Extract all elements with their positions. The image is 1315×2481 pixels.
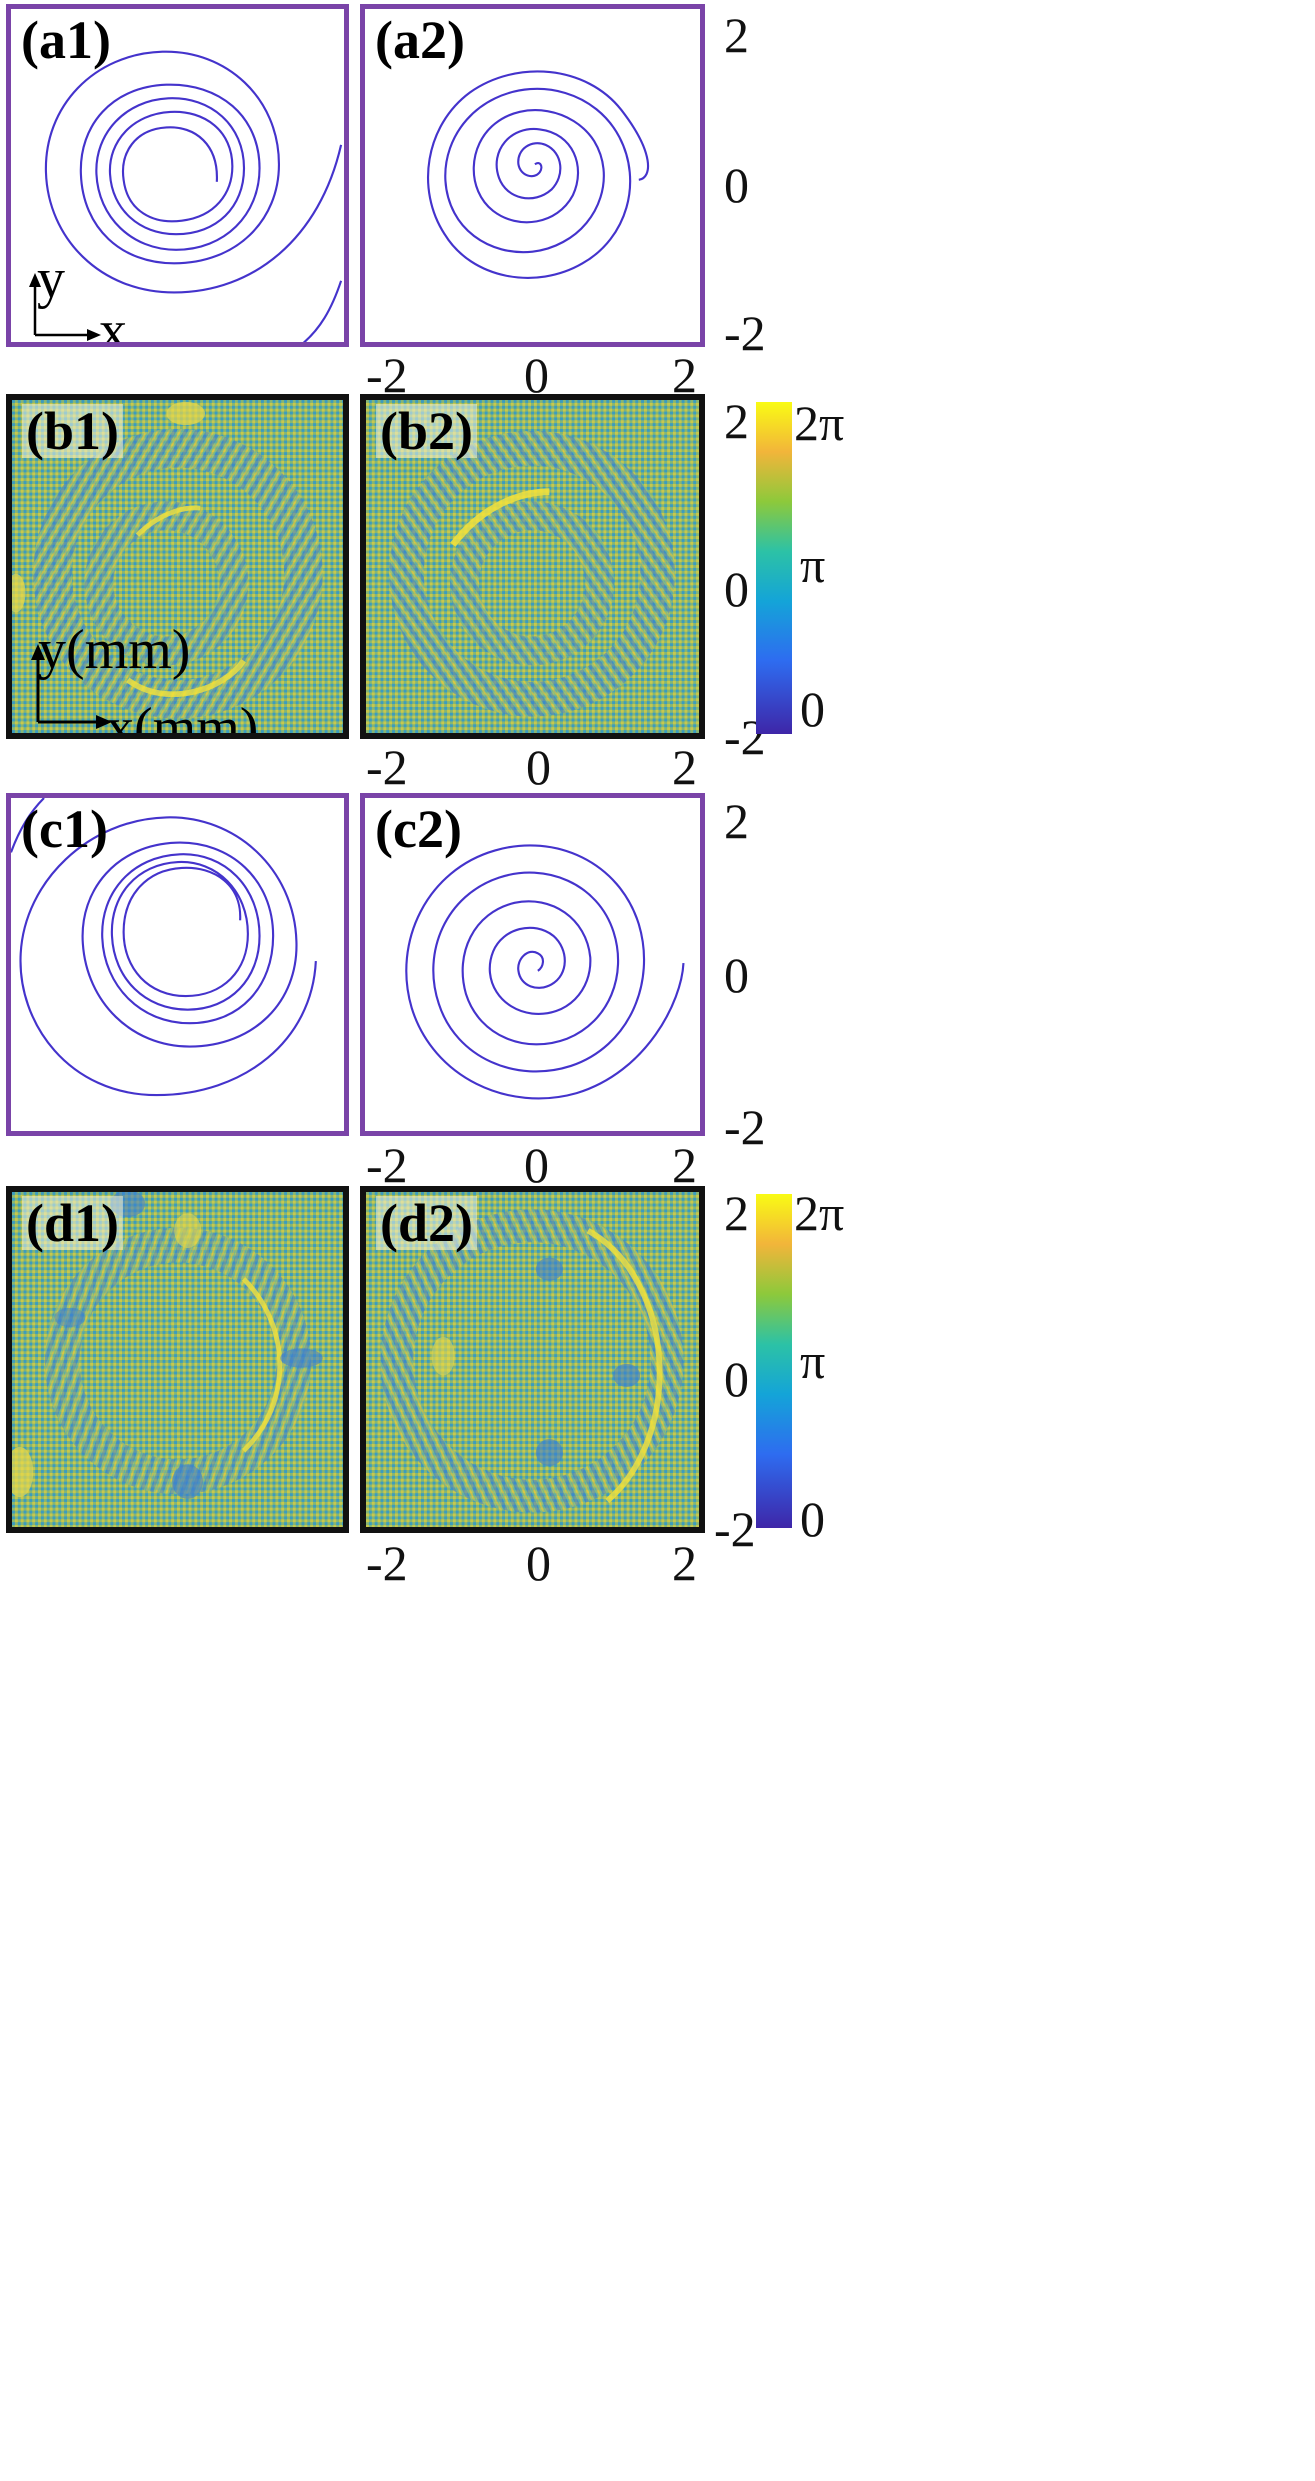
colorbar-b-gradient <box>756 402 792 734</box>
colorbar-d-top-label: 2π <box>794 1185 845 1241</box>
ytick-b-mid: 0 <box>724 561 749 617</box>
ytick-d-top: 2 <box>724 1185 749 1241</box>
phase-map-b2 <box>366 400 699 733</box>
panel-a2: (a2) <box>360 4 705 347</box>
panel-d2: (d2) <box>360 1186 705 1533</box>
axes-indicator-a <box>29 273 101 341</box>
xtick-b-left: -2 <box>366 739 408 795</box>
panel-label-c1: (c1) <box>21 799 108 859</box>
spiral-plot-a2 <box>427 70 650 279</box>
xtick-c-mid: 0 <box>524 1137 549 1193</box>
axis-label-y-a: y <box>37 248 65 310</box>
spiral-curve-a1 <box>44 50 343 342</box>
xtick-a-mid: 0 <box>524 347 549 403</box>
ytick-d-mid: 0 <box>724 1351 749 1407</box>
ytick-c-mid: 0 <box>724 947 749 1003</box>
ytick-a-top: 2 <box>724 7 749 63</box>
colorbar-b <box>756 402 792 734</box>
ytick-a-bot: -2 <box>724 305 766 361</box>
spiral-curve-c2 <box>405 844 685 1100</box>
panel-b2: (b2) <box>360 394 705 739</box>
colorbar-d-bot-label: 0 <box>800 1491 825 1547</box>
axis-label-x-b: x(mm) <box>106 697 259 739</box>
axis-label-y-b: y(mm) <box>38 619 191 681</box>
colorbar-b-mid-label: π <box>800 537 826 593</box>
panel-d1: (d1) <box>6 1186 349 1533</box>
phase-map-d2 <box>366 1192 699 1527</box>
colorbar-d <box>756 1194 792 1528</box>
phase-map-b1 <box>12 400 343 733</box>
panel-label-b2: (b2) <box>376 404 477 458</box>
xtick-c-left: -2 <box>366 1137 408 1193</box>
colorbar-b-top-label: 2π <box>794 395 845 451</box>
ytick-d-bot: -2 <box>714 1501 756 1557</box>
ytick-c-bot: -2 <box>724 1099 766 1155</box>
panel-label-d1: (d1) <box>22 1196 123 1250</box>
xtick-c-right: 2 <box>672 1137 697 1193</box>
xtick-b-right: 2 <box>672 739 697 795</box>
xtick-d-right: 2 <box>672 1535 697 1591</box>
panel-label-b1: (b1) <box>22 404 123 458</box>
xtick-d-mid: 0 <box>526 1535 551 1591</box>
spiral-plot-c1 <box>11 798 317 1097</box>
axis-label-x-a: x <box>99 300 127 347</box>
panel-c1: (c1) <box>6 793 349 1136</box>
ytick-c-top: 2 <box>724 793 749 849</box>
spiral-plot-c2 <box>405 844 685 1100</box>
xtick-b-mid: 0 <box>526 739 551 795</box>
colorbar-d-gradient <box>756 1194 792 1528</box>
xtick-d-left: -2 <box>366 1535 408 1591</box>
ytick-a-mid: 0 <box>724 157 749 213</box>
ytick-b-top: 2 <box>724 393 749 449</box>
panel-label-a2: (a2) <box>375 10 465 70</box>
spiral-curve-a2 <box>427 70 650 279</box>
spiral-plot-a1 <box>44 50 343 342</box>
colorbar-b-bot-label: 0 <box>800 681 825 737</box>
colorbar-d-mid-label: π <box>800 1333 826 1389</box>
panel-label-d2: (d2) <box>376 1196 477 1250</box>
panel-label-a1: (a1) <box>21 10 111 70</box>
spiral-curve-c1 <box>19 816 317 1097</box>
axes-indicator-b <box>31 644 112 729</box>
xtick-a-right: 2 <box>672 347 697 403</box>
panel-a1: (a1) y x <box>6 4 349 347</box>
panel-label-c2: (c2) <box>375 799 462 859</box>
panel-c2: (c2) <box>360 793 705 1136</box>
xtick-a-left: -2 <box>366 347 408 403</box>
panel-b1: (b1) y(mm) x(mm) <box>6 394 349 739</box>
